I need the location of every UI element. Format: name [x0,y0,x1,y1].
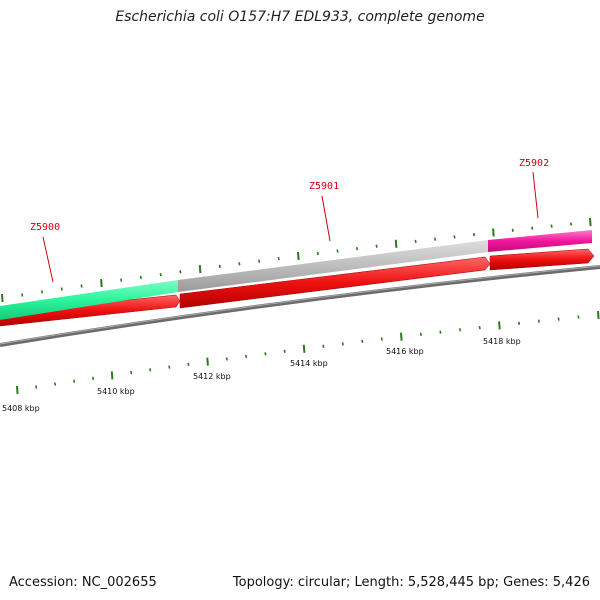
lower-tick-5 [110,371,114,380]
cds-arrow-2 [179,256,491,309]
upper-tick-marks [1,217,592,303]
lower-tick-1 [35,385,38,389]
lower-tick-13 [264,352,267,356]
kbp-label-5410: 5410 kbp [97,387,135,396]
upper-tick-15 [297,251,300,261]
gene-label-z5900[interactable]: Z5900 [30,222,60,233]
lower-tick-18 [361,339,364,344]
upper-tick-13 [258,259,261,263]
cds-arrow-3 [489,248,595,271]
cds-arrow-1 [0,294,181,327]
upper-tick-21 [414,239,417,244]
upper-tick-18 [355,246,359,251]
lower-tick-26 [518,321,521,325]
upper-tick-29 [569,222,573,226]
lower-tick-23 [459,328,462,332]
lower-tick-29 [577,315,580,319]
lower-tick-6 [130,370,133,375]
lower-tick-27 [537,319,540,323]
upper-tick-22 [434,237,437,241]
upper-tick-19 [375,244,378,248]
lower-tick-4 [91,376,95,380]
gene-label-z5901[interactable]: Z5901 [309,181,339,192]
lower-tick-24 [478,325,481,330]
lower-tick-10 [206,357,209,366]
gene-pointer-z5900 [42,236,54,283]
upper-tick-0 [1,293,4,303]
gene-bar-z5901[interactable] [178,240,488,292]
upper-tick-14 [277,256,280,261]
lower-tick-8 [168,365,171,369]
lower-tick-2 [54,382,57,386]
genome-backbone-highlight [0,265,600,345]
accession-text: Accession: NC_002655 [9,575,157,590]
lower-tick-21 [419,332,422,336]
genome-backbone [0,265,600,347]
lower-tick-11 [225,357,228,361]
upper-tick-30 [589,217,592,227]
gene-pointer-z5902 [532,171,539,219]
upper-tick-23 [453,235,456,239]
upper-tick-8 [159,272,162,277]
upper-tick-27 [531,226,534,230]
upper-tick-24 [472,232,476,237]
lower-tick-30 [597,310,600,320]
upper-tick-20 [394,239,398,248]
upper-tick-4 [80,284,83,288]
lower-tick-19 [380,337,383,341]
upper-tick-26 [511,228,514,232]
upper-tick-25 [492,228,495,237]
upper-tick-7 [139,275,142,280]
gene-label-z5902[interactable]: Z5902 [519,158,549,169]
lower-tick-marks [16,310,600,395]
upper-tick-1 [21,293,24,297]
gene-pointer-z5901 [321,195,331,242]
lower-tick-0 [16,385,19,395]
upper-tick-10 [198,265,202,274]
kbp-label-5418: 5418 kbp [483,337,521,346]
upper-tick-3 [60,287,63,291]
lower-tick-28 [557,317,560,321]
upper-tick-6 [120,278,123,282]
lower-tick-14 [283,349,286,353]
upper-tick-17 [336,249,339,253]
upper-tick-28 [550,224,553,228]
kbp-label-5414: 5414 kbp [290,359,328,368]
lower-tick-16 [322,344,325,348]
lower-tick-17 [341,342,344,346]
upper-tick-12 [238,262,241,266]
kbp-label-5412: 5412 kbp [193,372,231,381]
lower-tick-20 [400,332,403,341]
lower-tick-9 [187,362,190,367]
gene-bar-z5900[interactable] [0,280,178,320]
lower-tick-25 [498,321,501,330]
kbp-label-5416: 5416 kbp [386,347,424,356]
lower-tick-22 [439,330,442,334]
lower-tick-12 [245,354,248,359]
kbp-label-5408: 5408 kbp [2,404,40,413]
upper-tick-2 [40,290,44,294]
genome-summary-text: Topology: circular; Length: 5,528,445 bp… [232,575,590,590]
map-title: Escherichia coli O157:H7 EDL933, complet… [115,9,485,25]
upper-tick-16 [316,251,319,256]
gene-bar-z5902[interactable] [488,230,592,252]
upper-tick-5 [100,279,103,288]
upper-tick-9 [179,270,182,274]
lower-tick-3 [73,379,76,383]
lower-tick-15 [302,344,306,353]
upper-tick-11 [218,264,221,269]
lower-tick-7 [149,368,152,372]
